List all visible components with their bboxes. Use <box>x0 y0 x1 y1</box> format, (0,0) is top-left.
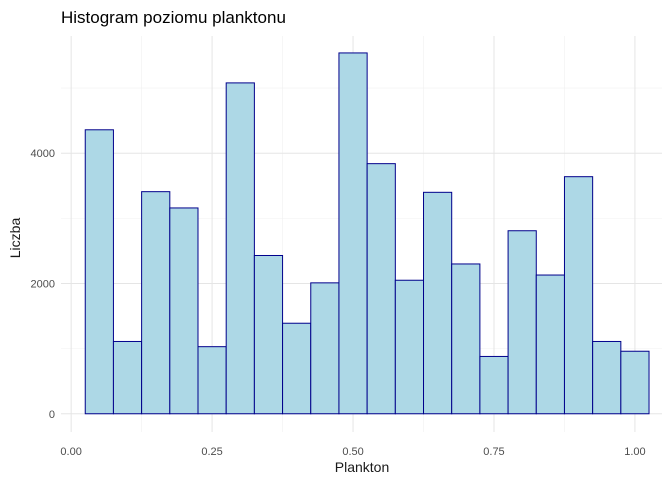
histogram-bar <box>563 176 594 415</box>
histogram-bar <box>253 254 284 415</box>
histogram-bar <box>423 191 453 415</box>
y-tick-label: 2000 <box>31 279 55 291</box>
x-tick-label: 0.00 <box>60 446 81 458</box>
x-axis-title: Plankton <box>335 459 389 475</box>
y-tick-label: 4000 <box>31 148 55 160</box>
histogram-bar <box>394 279 425 415</box>
histogram-bars <box>84 52 650 415</box>
x-tick-label: 1.00 <box>624 446 645 458</box>
histogram-bar <box>84 129 114 415</box>
x-tick-label: 0.25 <box>201 446 222 458</box>
histogram-bar <box>507 230 537 415</box>
histogram-bar <box>141 191 171 415</box>
chart-title: Histogram poziomu planktonu <box>61 8 286 27</box>
x-axis-ticks: 0.00 0.25 0.50 0.75 1.00 <box>60 446 645 458</box>
histogram-bar <box>535 274 565 415</box>
histogram-bar <box>592 340 622 415</box>
histogram-bar <box>338 52 368 415</box>
histogram-bar <box>620 350 650 415</box>
histogram-bar <box>310 282 340 415</box>
histogram-bar <box>225 82 255 415</box>
y-axis-ticks: 0 2000 4000 <box>31 148 55 421</box>
histogram-bar <box>366 163 396 415</box>
histogram-bar <box>197 346 227 415</box>
histogram-bar <box>169 207 199 415</box>
histogram-bar <box>282 322 312 415</box>
y-tick-label: 0 <box>49 409 55 421</box>
histogram-bar <box>479 355 509 415</box>
histogram-bar <box>112 340 143 415</box>
histogram-bar <box>451 263 481 415</box>
x-tick-label: 0.50 <box>342 446 363 458</box>
y-axis-title: Liczba <box>7 218 23 259</box>
x-tick-label: 0.75 <box>483 446 504 458</box>
